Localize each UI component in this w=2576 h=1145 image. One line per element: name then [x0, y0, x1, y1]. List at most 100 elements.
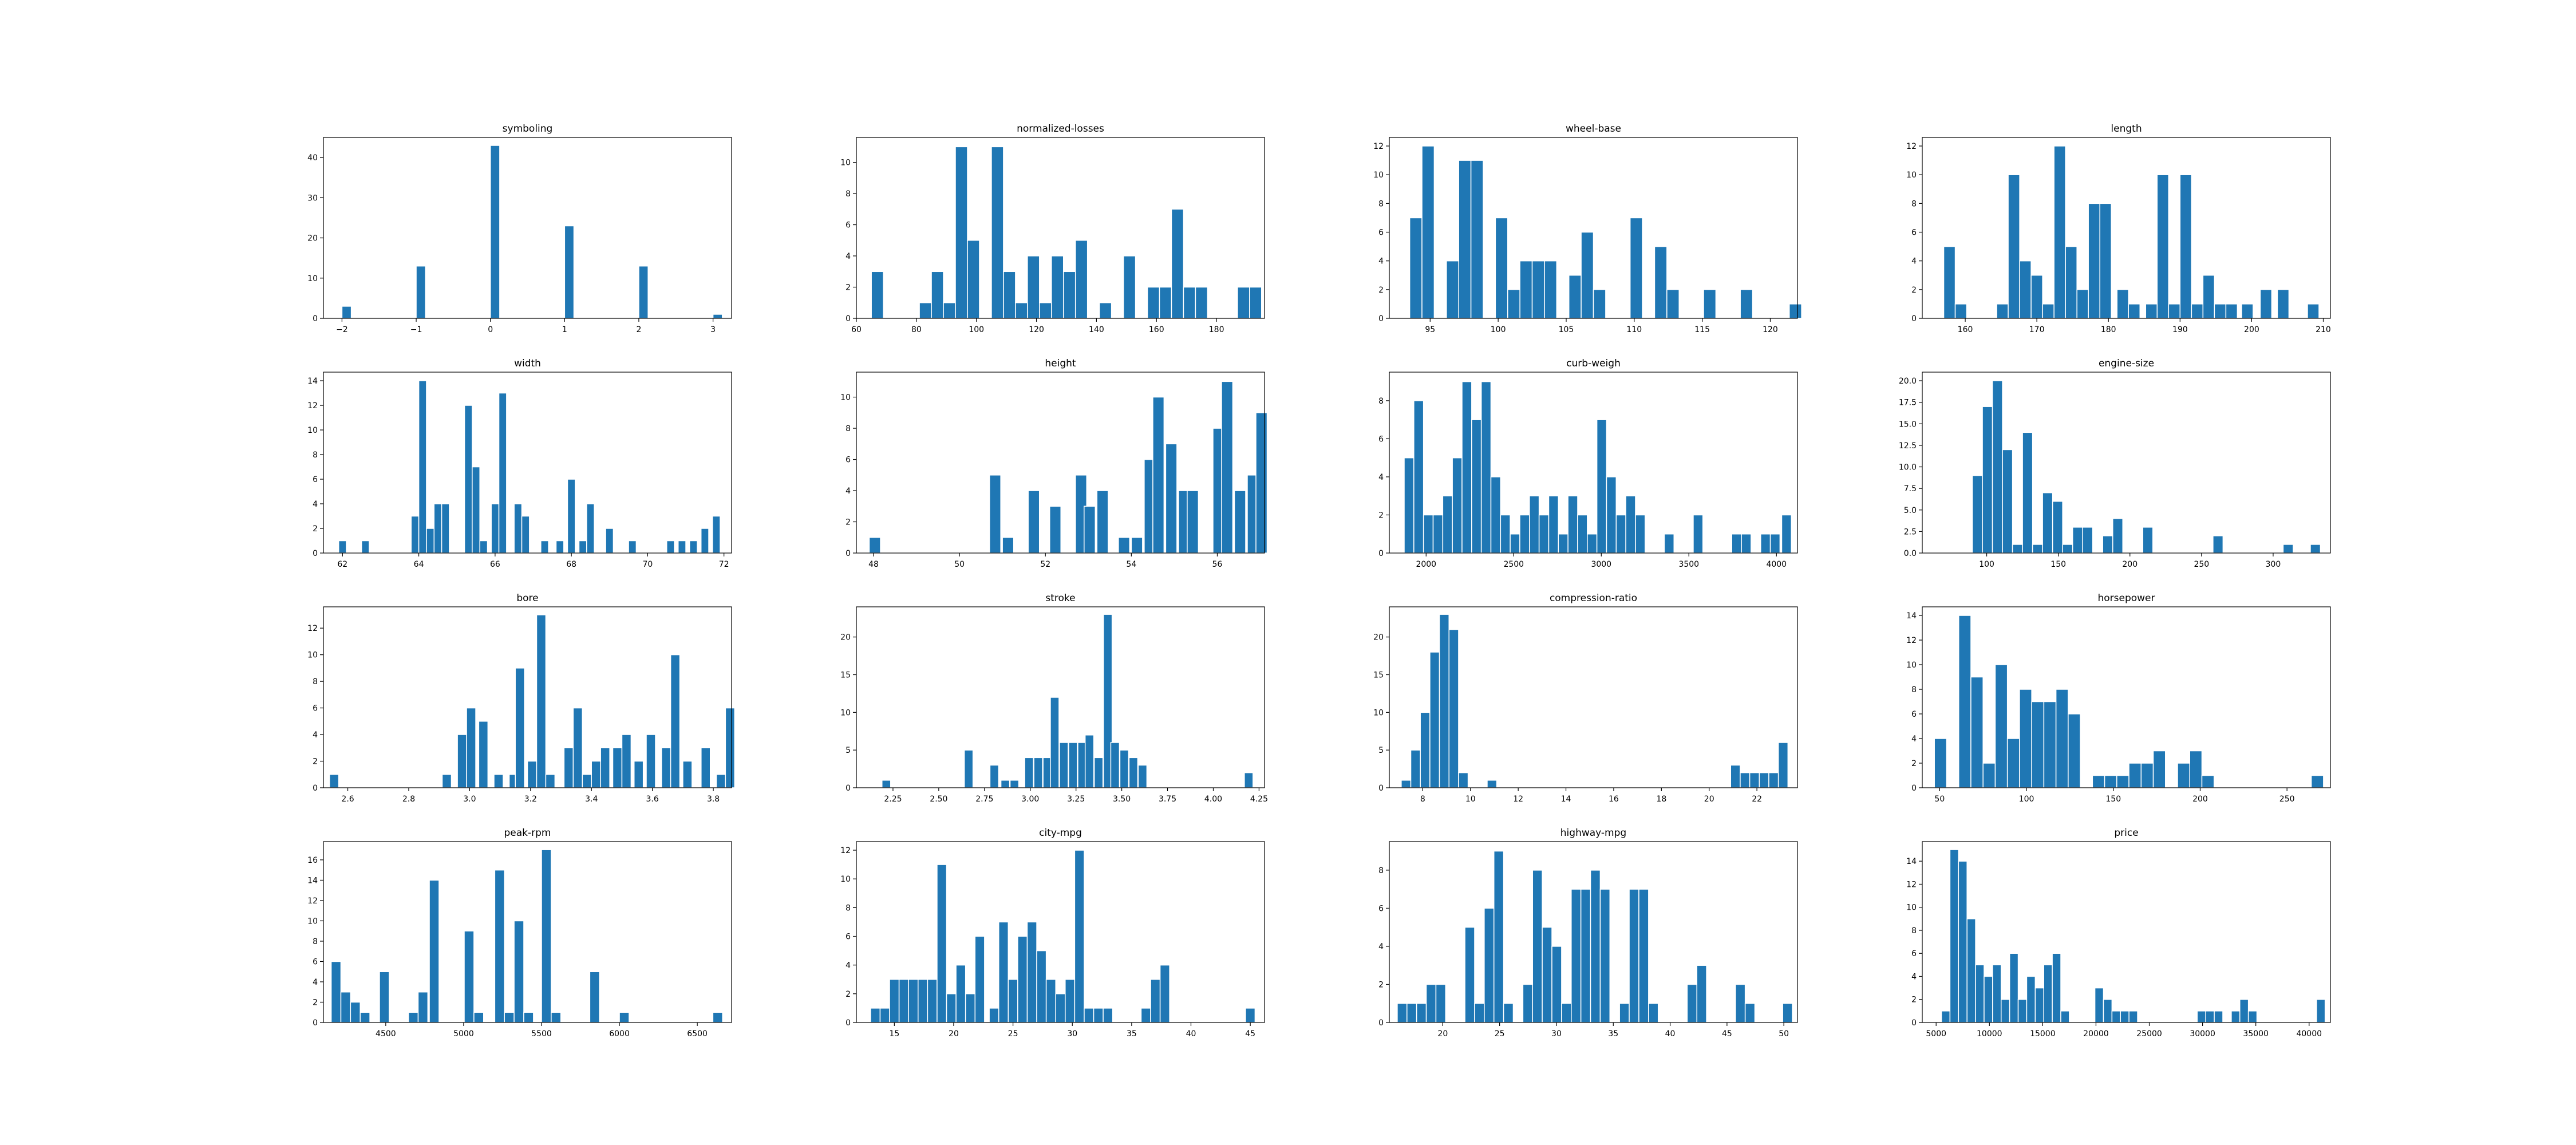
bar — [1480, 381, 1492, 554]
y-tick-label: 4 — [313, 500, 318, 509]
bar — [1026, 921, 1037, 1023]
bar — [1093, 1008, 1104, 1023]
x-tick-label: 16 — [1609, 795, 1619, 804]
y-tick-label: 4 — [313, 731, 318, 740]
x-tick-label: 50 — [1779, 1029, 1789, 1039]
bar — [1245, 1008, 1256, 1023]
bar — [2076, 289, 2089, 319]
y-tick-label: 0 — [1911, 314, 1917, 323]
x-tick-label: 160 — [1958, 325, 1973, 334]
x-tick-label: −1 — [410, 325, 422, 334]
bar — [2205, 1010, 2215, 1023]
bar — [2009, 953, 2019, 1023]
bar — [472, 466, 480, 554]
x-tick-label: 160 — [1149, 325, 1164, 334]
bar — [1487, 780, 1498, 788]
x-tick-label: 4500 — [376, 1029, 396, 1039]
bar — [1055, 993, 1066, 1023]
bar — [1458, 160, 1472, 319]
y-tick-label: 12 — [840, 846, 851, 855]
bar — [1599, 889, 1611, 1023]
bar — [545, 774, 556, 788]
y-tick-label: 4 — [1911, 972, 1917, 981]
y-tick-label: 8 — [1911, 199, 1917, 208]
y-tick-label: 6 — [313, 475, 318, 484]
bar — [2092, 775, 2105, 788]
bar — [2022, 432, 2033, 554]
bar — [2116, 775, 2129, 788]
y-tick-label: 7.5 — [1904, 484, 1917, 493]
bar — [2116, 289, 2129, 319]
bar — [1749, 772, 1760, 788]
x-tick-label: 3.4 — [585, 795, 598, 804]
x-tick-label: 4.25 — [1250, 795, 1268, 804]
histogram-horsepower: 50 100 150 200 250 0 2 4 6 8 10 12 14 horsepower — [1906, 593, 2331, 804]
x-tick-label: 110 — [1626, 325, 1642, 334]
bar — [1568, 275, 1582, 319]
bar — [1561, 1002, 1572, 1023]
axes-frame — [1922, 841, 2331, 1023]
y-tick-label: 6 — [1911, 949, 1917, 958]
bar — [515, 668, 525, 788]
axes-frame — [1389, 606, 1798, 788]
y-tick-label: 6 — [846, 456, 851, 465]
y-tick-label: 0 — [846, 1018, 851, 1028]
y-tick-label: 2 — [1378, 980, 1384, 989]
bar — [1510, 533, 1520, 554]
y-tick-label: 14 — [307, 876, 318, 885]
bar — [670, 654, 681, 788]
bar — [2282, 544, 2294, 554]
chart-title: length — [2111, 123, 2142, 135]
x-tick-label: 22 — [1752, 795, 1762, 804]
bar — [1587, 533, 1598, 554]
bar — [1982, 763, 1996, 788]
bar — [457, 734, 467, 788]
bar — [1615, 514, 1626, 554]
bar — [1519, 514, 1530, 554]
y-tick-label: 2 — [313, 757, 318, 767]
bar — [1062, 271, 1076, 319]
bar — [536, 614, 547, 788]
bar — [1039, 302, 1052, 319]
bar — [1131, 537, 1143, 554]
bar — [2214, 1010, 2223, 1023]
bar — [2111, 1010, 2121, 1023]
histogram-curb-weigh: 2000 2500 3000 3500 4000 0 2 4 6 8 curb-weigh — [1378, 358, 1798, 569]
y-tick-label: 8 — [1911, 685, 1917, 694]
y-tick-label: 5 — [846, 746, 851, 755]
bar — [701, 747, 711, 788]
bar — [1984, 976, 1993, 1023]
bar — [1051, 255, 1064, 319]
bar — [1152, 396, 1165, 554]
bar — [1542, 926, 1552, 1023]
bar — [359, 1012, 370, 1023]
y-tick-label: 0 — [1378, 314, 1384, 323]
x-tick-label: 45 — [1245, 1029, 1255, 1039]
y-tick-label: 4 — [846, 252, 851, 261]
bar — [2214, 303, 2227, 319]
y-tick-label: 6 — [1378, 904, 1384, 913]
bar — [1059, 742, 1069, 788]
bar — [2102, 535, 2113, 554]
axes-frame — [856, 137, 1265, 319]
y-tick-label: 8 — [846, 424, 851, 433]
x-tick-label: 5000 — [1926, 1029, 1946, 1039]
bar — [1017, 935, 1028, 1023]
bar — [2231, 1010, 2241, 1023]
y-tick-label: 10 — [307, 651, 318, 660]
y-tick-label: 0 — [1378, 1018, 1384, 1028]
bar — [2310, 775, 2324, 788]
bar — [666, 540, 675, 554]
bar — [2277, 289, 2290, 319]
x-tick-label: 25000 — [2136, 1029, 2162, 1039]
y-tick-label: 8 — [1378, 397, 1384, 406]
x-tick-label: 40 — [1186, 1029, 1196, 1039]
bar — [1221, 381, 1234, 554]
bar — [1769, 533, 1781, 554]
bar — [1529, 495, 1540, 554]
axes-frame — [1922, 606, 2331, 788]
bar — [1446, 260, 1459, 319]
histogram-normalized-losses: 60 80 100 120 140 160 180 0 2 4 6 8 10 normalized-los… — [840, 123, 1265, 334]
y-tick-label: 2 — [1911, 286, 1917, 295]
